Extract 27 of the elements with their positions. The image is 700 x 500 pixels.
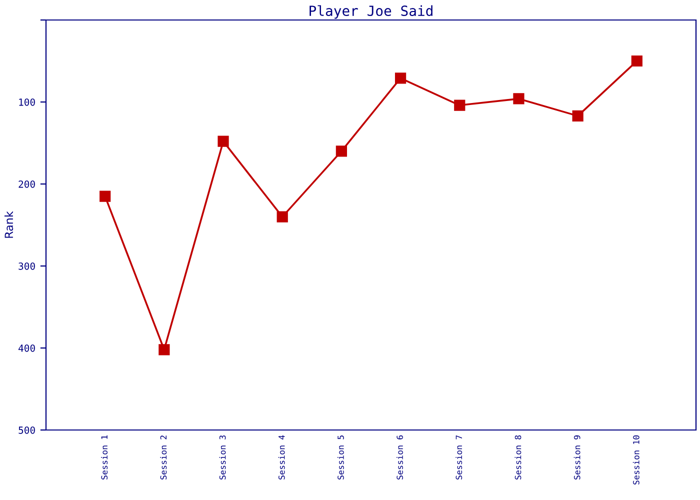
point [336, 146, 348, 157]
x-tick-label: Session 1 [101, 435, 108, 480]
x-tick-label: Session 10 [632, 435, 640, 484]
x-tick-label: Session 4 [278, 435, 285, 480]
x-tick-label: Session 8 [514, 435, 522, 480]
point [513, 93, 524, 104]
y-tick-label: 100 [19, 98, 35, 106]
y-tick-label: 400 [18, 344, 35, 352]
x-tick-label: Session 9 [574, 435, 580, 480]
y-axis-title: Rank [4, 211, 14, 238]
point [394, 72, 406, 84]
y-tick-label: 200 [18, 180, 35, 188]
point [572, 110, 584, 122]
chart-title: Player Joe Said [310, 5, 432, 19]
y-tick-label: 500 [18, 426, 35, 434]
point [631, 55, 642, 67]
point [100, 190, 111, 202]
point [158, 344, 170, 356]
point [218, 136, 229, 147]
x-tick-label: Session 3 [219, 435, 226, 480]
x-tick-label: Session 2 [160, 436, 167, 480]
y-tick-label: 300 [18, 262, 35, 270]
x-tick-label: Session 6 [396, 435, 403, 480]
x-tick-label: Session 7 [456, 435, 462, 480]
point [454, 100, 466, 111]
x-tick-label: Session 5 [337, 436, 344, 480]
point [276, 211, 288, 222]
